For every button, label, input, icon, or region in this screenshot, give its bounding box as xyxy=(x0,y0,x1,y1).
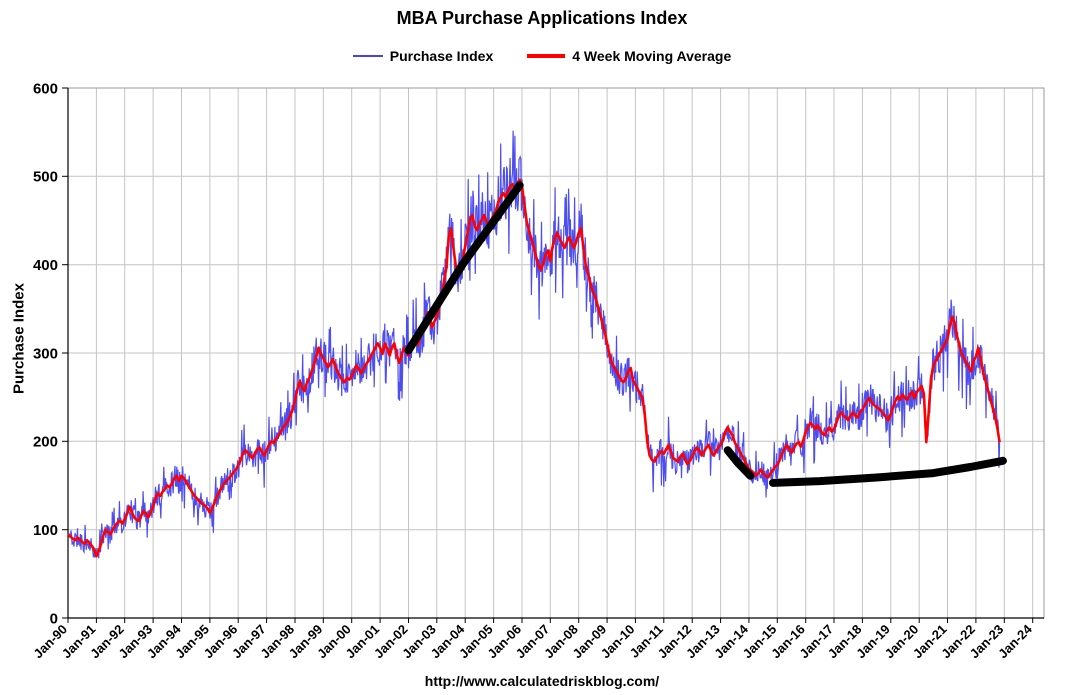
series-moving-average xyxy=(67,178,1001,558)
legend-label-purchase-index: Purchase Index xyxy=(389,48,494,64)
y-tick-label: 400 xyxy=(33,257,58,274)
legend-item-moving-average: 4 Week Moving Average xyxy=(527,48,731,64)
legend-label-moving-average: 4 Week Moving Average xyxy=(572,48,732,64)
black-marker-2013-2014-decline xyxy=(723,446,755,480)
chart-title: MBA Purchase Applications Index xyxy=(396,8,688,28)
y-tick-label: 300 xyxy=(33,345,58,362)
legend-swatch-moving-average xyxy=(527,54,566,58)
legend-item-purchase-index: Purchase Index xyxy=(352,48,494,64)
black-marker-2002-2006-uptrend xyxy=(404,181,524,355)
annotation-markers xyxy=(404,181,1007,487)
series-purchase-index xyxy=(67,130,1001,559)
y-tick-label: 600 xyxy=(33,80,58,97)
y-tick-label: 0 xyxy=(50,610,58,627)
legend-swatch-purchase-index xyxy=(352,55,383,57)
gridlines xyxy=(67,87,1044,619)
chart-legend: Purchase Index 4 Week Moving Average xyxy=(0,48,1084,64)
black-marker-2015-2023-floor xyxy=(769,456,1007,487)
y-tick-label: 200 xyxy=(33,434,58,451)
y-tick-label: 100 xyxy=(33,522,58,539)
footer-url: http://www.calculatedriskblog.com/ xyxy=(424,673,660,689)
axis-ticks xyxy=(62,87,1034,623)
y-tick-label: 500 xyxy=(33,169,58,186)
